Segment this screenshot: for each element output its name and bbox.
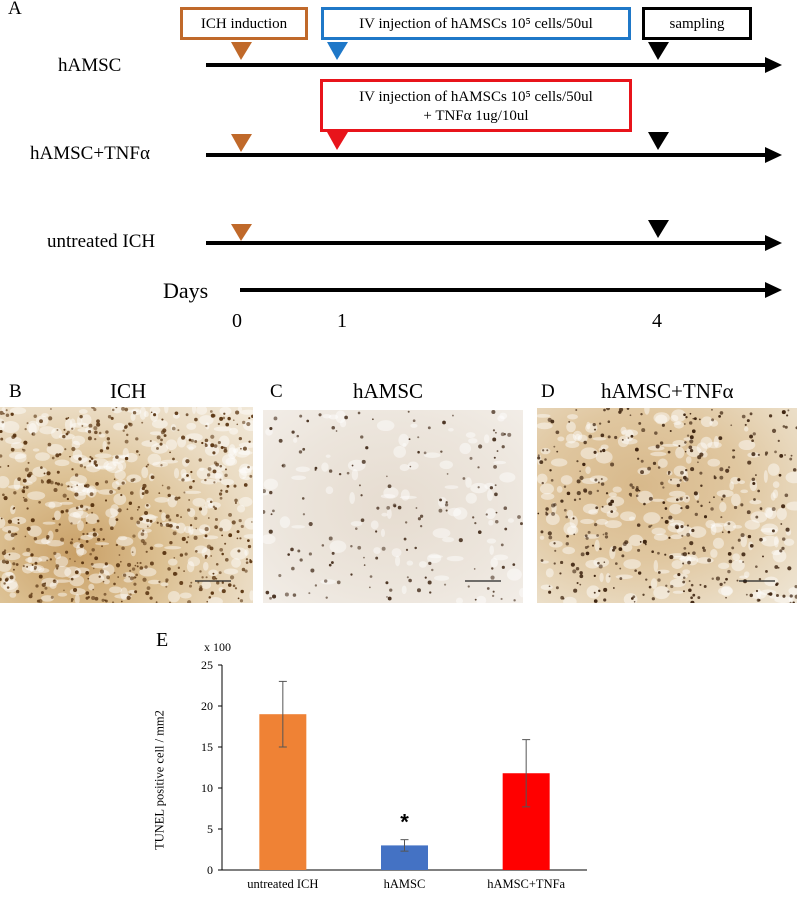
y-tick-label: 25 (201, 658, 213, 672)
y-tick-label: 10 (201, 781, 213, 795)
day-tick-1: 1 (337, 310, 347, 332)
arrow-hamsc-tnf (765, 147, 782, 163)
micrograph-hamsc-tnf-texture (537, 408, 797, 603)
y-multiplier: x 100 (204, 640, 231, 654)
x-tick-label-2: hAMSC+TNFa (487, 877, 565, 891)
panel-letter-b: B (9, 381, 22, 402)
arrow-days (765, 282, 782, 298)
marker-sampling-hamsc (648, 42, 669, 60)
iv-injection-tnf-line2: + TNFα 1ug/10ul (423, 108, 529, 124)
marker-induction-hamsc (231, 42, 252, 60)
day-tick-0: 0 (232, 310, 242, 332)
row-label-untreated: untreated ICH (47, 231, 156, 252)
x-tick-label-1: hAMSC (384, 877, 426, 891)
iv-injection-box: IV injection of hAMSCs 10⁵ cells/50ul (321, 7, 631, 40)
days-label: Days (163, 278, 209, 303)
micrograph-ich-texture (0, 407, 253, 603)
marker-induction-untreated (231, 224, 252, 241)
x-tick-label-0: untreated ICH (247, 877, 318, 891)
micrograph-hamsc (263, 410, 523, 603)
marker-injection-tnf (327, 132, 348, 150)
marker-injection-hamsc (327, 42, 348, 60)
iv-injection-tnf-box: IV injection of hAMSCs 10⁵ cells/50ul + … (320, 79, 632, 132)
panel-letter-a: A (8, 0, 22, 19)
y-tick-label: 15 (201, 740, 213, 754)
arrow-untreated (765, 235, 782, 251)
arrow-hamsc (765, 57, 782, 73)
marker-induction-hamsc-tnf (231, 134, 252, 152)
panel-letter-e: E (156, 629, 169, 651)
panel-letter-c: C (270, 381, 283, 402)
micrograph-title-hamsc-tnf: hAMSC+TNFα (601, 379, 734, 403)
significance-star: * (400, 810, 409, 835)
y-tick-label: 5 (207, 822, 213, 836)
micrograph-title-ich: ICH (110, 379, 147, 403)
micrograph-hamsc-texture (263, 410, 523, 603)
day-tick-4b: 4 (652, 310, 662, 332)
row-label-hamsc-tnf: hAMSC+TNFα (30, 143, 150, 164)
iv-injection-tnf-line1: IV injection of hAMSCs 10⁵ cells/50ul (359, 89, 593, 105)
bar-chart: 0 5 10 15 20 25 untreated ICH hAMSC hAMSC+TNFa * (201, 658, 587, 891)
row-label-hamsc: hAMSC (58, 55, 122, 76)
micrograph-ich (0, 407, 253, 603)
micrograph-hamsc-tnf (537, 408, 797, 603)
marker-sampling-hamsc-tnf (648, 132, 669, 150)
y-tick-label: 0 (207, 863, 213, 877)
timeline-svg (206, 42, 782, 298)
panel-letter-d: D (541, 381, 555, 402)
y-tick-label: 20 (201, 699, 213, 713)
sampling-box: sampling (642, 7, 752, 40)
marker-sampling-untreated (648, 220, 669, 238)
ich-induction-box: ICH induction (180, 7, 308, 40)
micrograph-title-hamsc: hAMSC (353, 379, 424, 403)
